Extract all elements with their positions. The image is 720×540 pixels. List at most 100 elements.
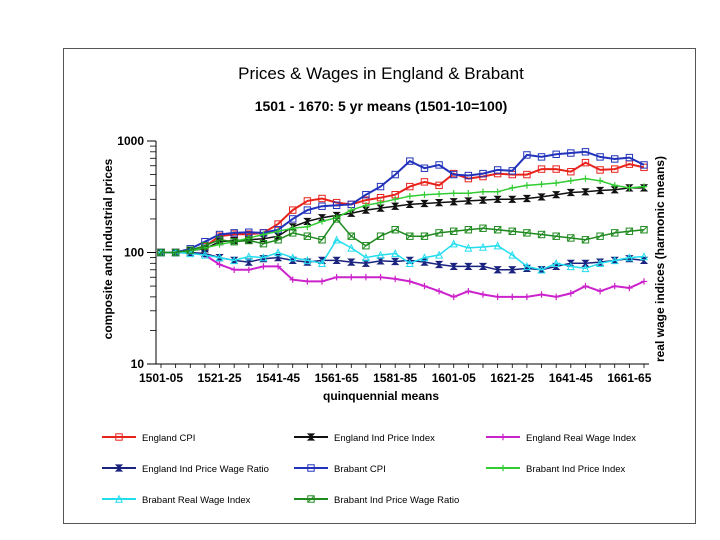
data-point — [509, 184, 516, 192]
marker-shape — [307, 495, 315, 503]
legend-label: Brabant CPI — [334, 464, 386, 475]
marker-shape — [318, 278, 326, 285]
data-point — [464, 226, 473, 234]
marker-shape — [552, 191, 561, 199]
marker-shape — [581, 236, 590, 244]
data-point — [435, 250, 444, 259]
marker-shape — [478, 262, 488, 271]
marker-shape — [332, 256, 341, 264]
data-point — [567, 177, 575, 184]
data-point — [640, 278, 648, 285]
marker-shape — [245, 266, 253, 273]
marker-shape — [611, 182, 618, 189]
y-axis-left-label: composite and industrial prices — [101, 158, 115, 339]
marker-shape — [303, 232, 312, 240]
data-point — [596, 153, 604, 161]
marker-shape — [304, 223, 311, 231]
data-point — [449, 198, 458, 206]
marker-shape — [318, 218, 326, 225]
marker-shape — [508, 250, 517, 259]
marker-shape — [479, 188, 487, 196]
marker-shape — [348, 274, 355, 281]
chart-title: Prices & Wages in England & Brabant — [238, 64, 524, 83]
x-tick-label: 1581-85 — [373, 371, 417, 385]
data-point — [186, 246, 194, 254]
marker-shape — [157, 248, 165, 257]
data-point — [405, 258, 414, 268]
marker-shape — [362, 190, 370, 199]
chart-svg: Prices & Wages in England & Brabant 1501… — [101, 64, 667, 506]
data-point — [493, 266, 502, 274]
legend-label: Brabant Real Wage Index — [142, 495, 251, 506]
data-point — [318, 194, 326, 203]
marker-shape — [332, 215, 341, 223]
marker-shape — [377, 274, 384, 281]
marker-shape — [567, 290, 575, 297]
data-point — [421, 191, 428, 198]
marker-shape — [391, 226, 399, 234]
data-point — [465, 287, 472, 295]
marker-shape — [406, 232, 414, 240]
marker-shape — [114, 494, 124, 503]
data-point — [596, 166, 604, 174]
marker-shape — [376, 250, 385, 259]
data-point — [362, 190, 370, 199]
marker-shape — [215, 236, 224, 244]
data-point — [567, 290, 575, 297]
marker-shape — [201, 242, 209, 250]
series-line — [161, 251, 645, 298]
marker-shape — [332, 201, 341, 210]
marker-shape — [552, 232, 560, 240]
data-point — [465, 190, 472, 197]
marker-shape — [171, 248, 180, 257]
data-point — [596, 258, 605, 268]
marker-shape — [464, 226, 472, 234]
marker-shape — [306, 433, 316, 441]
data-point — [391, 170, 399, 179]
data-point — [640, 183, 648, 190]
data-point — [509, 293, 516, 301]
marker-shape — [552, 232, 560, 240]
marker-shape — [260, 231, 267, 238]
data-point — [537, 265, 546, 274]
marker-shape — [582, 175, 589, 182]
marker-shape — [420, 232, 429, 240]
marker-shape — [595, 186, 605, 195]
data-point — [449, 262, 458, 271]
marker-shape — [581, 148, 590, 156]
data-point — [610, 186, 619, 194]
data-point — [464, 243, 473, 252]
data-point — [289, 206, 297, 214]
data-point — [552, 179, 560, 187]
data-point — [215, 230, 224, 239]
data-point — [611, 229, 619, 237]
data-point — [230, 256, 239, 265]
marker-shape — [318, 202, 326, 210]
marker-shape — [538, 180, 545, 188]
data-point — [450, 170, 458, 179]
legend-label: England Ind Price Index — [334, 433, 435, 444]
marker-shape — [522, 194, 532, 203]
data-point — [376, 182, 385, 191]
data-point — [582, 175, 589, 182]
data-point — [478, 196, 488, 204]
marker-shape — [421, 191, 428, 198]
data-point — [639, 252, 649, 261]
marker-shape — [581, 259, 590, 267]
data-point — [626, 184, 633, 192]
series-line — [161, 150, 645, 254]
marker-shape — [307, 495, 315, 503]
marker-shape — [611, 282, 618, 290]
marker-shape — [391, 249, 400, 258]
data-point — [464, 262, 473, 271]
marker-shape — [274, 228, 282, 235]
data-point — [171, 248, 180, 257]
data-point — [640, 161, 648, 169]
marker-shape — [567, 168, 575, 176]
marker-shape — [406, 182, 414, 191]
marker-shape — [318, 236, 326, 244]
data-point — [566, 188, 575, 197]
data-point — [406, 278, 414, 285]
marker-shape — [450, 293, 457, 301]
marker-shape — [567, 177, 575, 184]
